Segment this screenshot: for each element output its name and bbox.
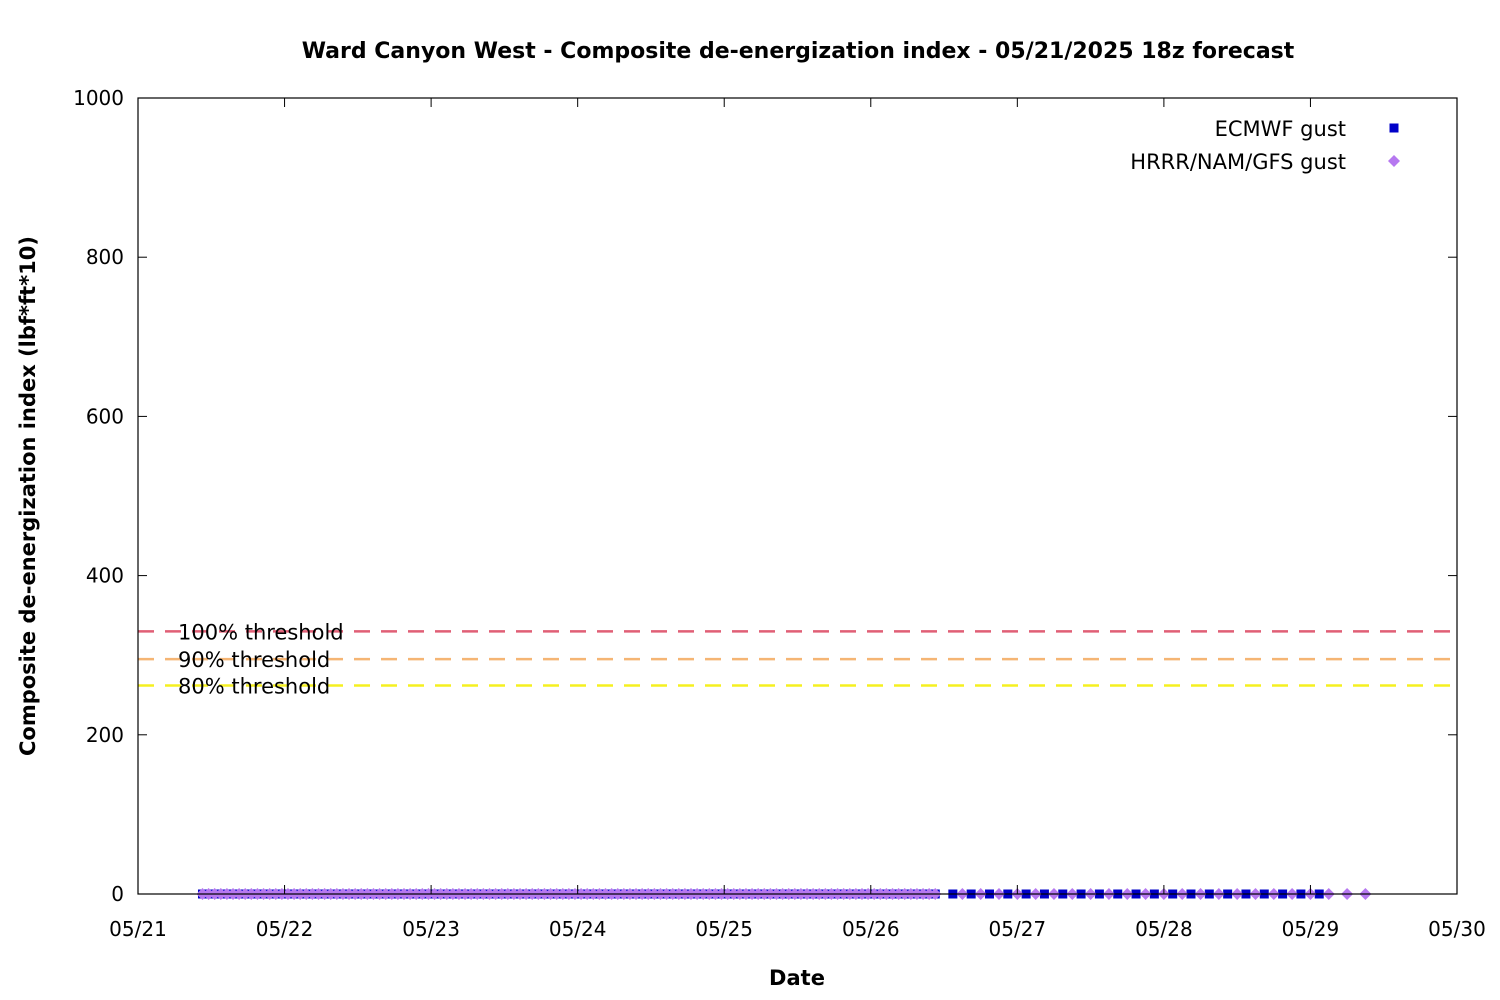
y-axis-title: Composite de-energization index (lbf*ft*… — [16, 236, 40, 756]
x-tick-label: 05/21 — [109, 917, 167, 941]
threshold-label: 80% threshold — [178, 674, 330, 698]
y-tick-label: 800 — [86, 245, 124, 269]
x-axis-ticks: 05/21 05/22 05/23 05/24 05/25 05/26 05/27 05/28… — [109, 98, 1486, 941]
y-tick-label: 1000 — [73, 86, 124, 110]
x-tick-label: 05/25 — [695, 917, 753, 941]
y-tick-label: 600 — [86, 404, 124, 428]
x-tick-label: 05/27 — [989, 917, 1047, 941]
threshold-label: 100% threshold — [178, 620, 344, 644]
x-tick-label: 05/24 — [549, 917, 607, 941]
x-tick-label: 05/22 — [256, 917, 314, 941]
x-tick-label: 05/30 — [1428, 917, 1486, 941]
y-axis-ticks: 0 200 400 600 800 1000 — [73, 86, 1457, 906]
chart-title: Ward Canyon West - Composite de-energiza… — [302, 39, 1295, 64]
x-tick-label: 05/28 — [1135, 917, 1193, 941]
x-axis-title: Date — [769, 966, 825, 990]
legend: ECMWF gust HRRR/NAM/GFS gust — [1130, 117, 1400, 174]
plot-frame — [137, 97, 1458, 895]
x-tick-label: 05/23 — [402, 917, 460, 941]
legend-label: ECMWF gust — [1215, 117, 1346, 141]
y-tick-label: 200 — [86, 723, 124, 747]
x-tick-label: 05/29 — [1282, 917, 1340, 941]
y-tick-label: 0 — [111, 882, 124, 906]
threshold-label: 90% threshold — [178, 648, 330, 672]
legend-marker-square — [1389, 123, 1399, 133]
y-tick-label: 400 — [86, 564, 124, 588]
legend-label: HRRR/NAM/GFS gust — [1130, 150, 1346, 174]
x-tick-label: 05/26 — [842, 917, 900, 941]
legend-marker-diamond — [1388, 155, 1400, 167]
